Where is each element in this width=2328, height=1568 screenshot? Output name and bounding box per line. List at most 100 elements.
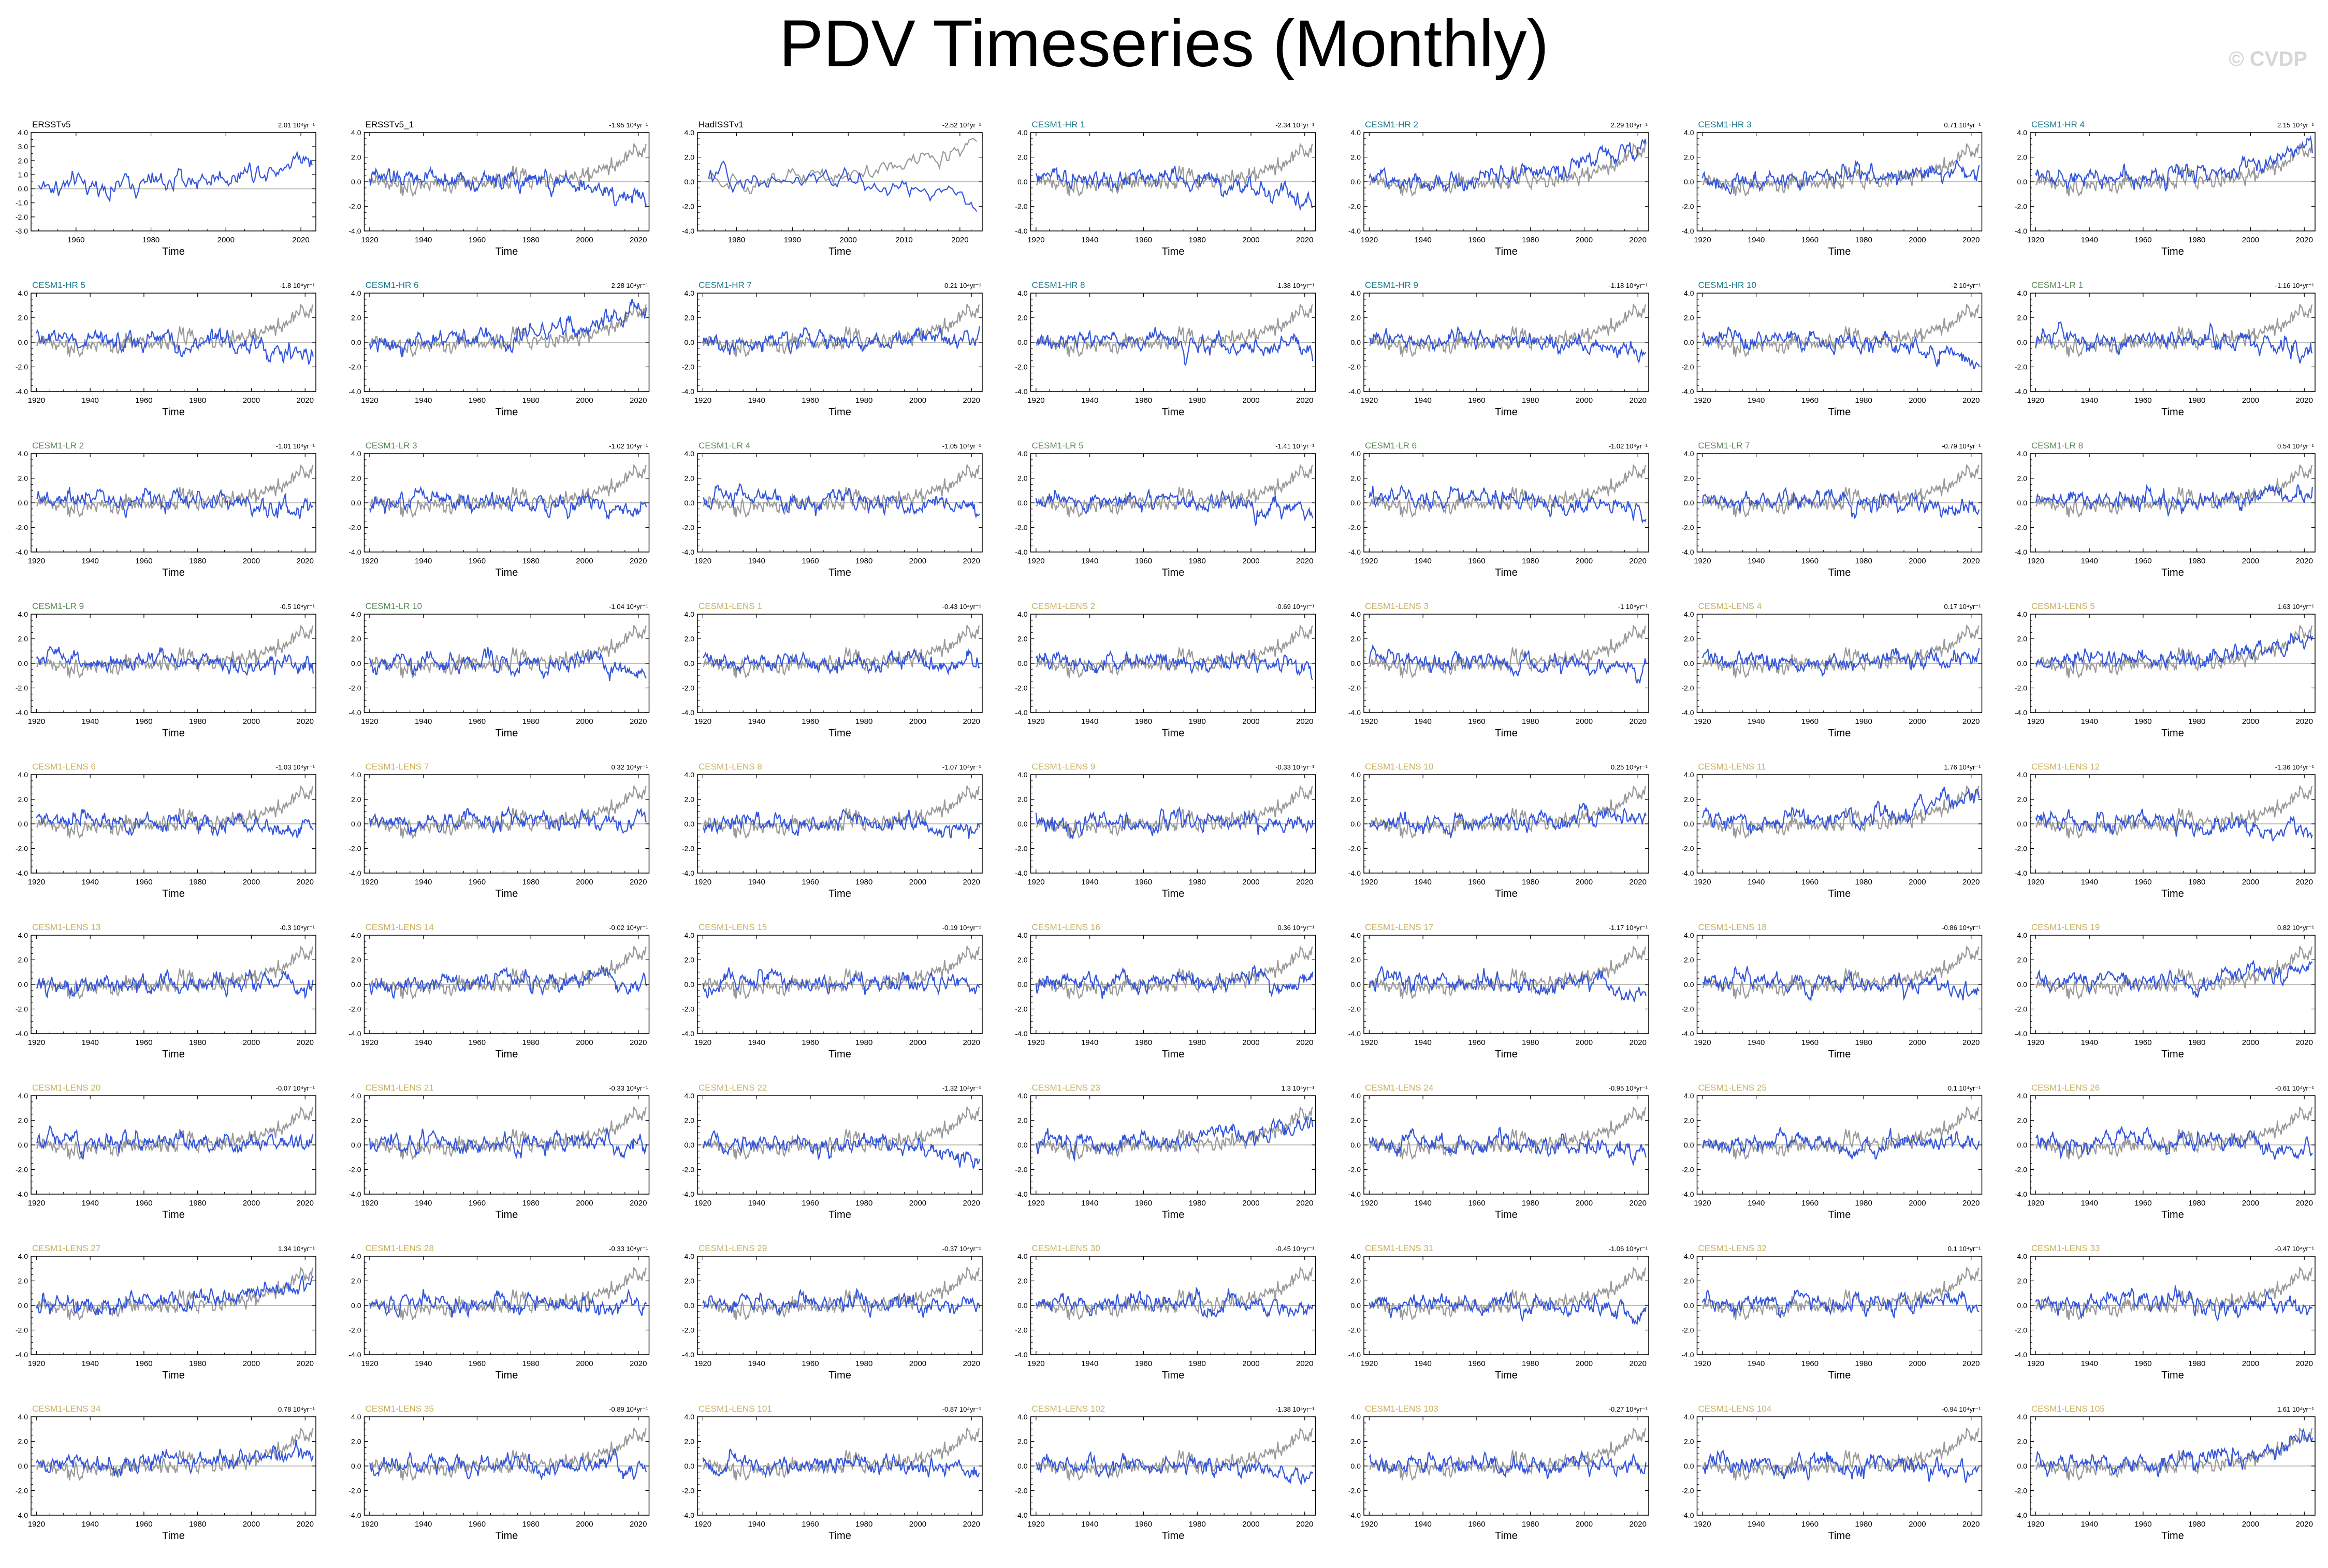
y-tick-label: -2.0 (1348, 524, 1361, 532)
trend-label: -0.27 10⁴yr⁻¹ (1609, 1405, 1648, 1413)
reference-series-line (2035, 303, 2313, 357)
panel-title: CESM1-LENS 35 (366, 1404, 434, 1414)
panel-title: CESM1-LENS 29 (699, 1243, 767, 1253)
x-tick-label: 1920 (1027, 396, 1044, 405)
x-tick-label: 1980 (855, 717, 872, 726)
x-axis-label: Time (2161, 1530, 2184, 1542)
y-tick-label: 2.0 (2017, 1438, 2028, 1446)
x-tick-label: 1940 (748, 878, 765, 887)
x-tick-label: 2020 (630, 1359, 647, 1368)
x-tick-label: 1920 (361, 1199, 378, 1208)
x-axis-label: Time (496, 406, 518, 418)
x-tick-label: 1980 (522, 1520, 540, 1529)
x-axis-label: Time (1828, 888, 1851, 899)
pdv-series-line (702, 1288, 980, 1318)
trend-label: 0.21 10⁴yr⁻¹ (944, 282, 982, 289)
x-tick-label: 2000 (1242, 1038, 1259, 1047)
x-tick-label: 2020 (2296, 878, 2313, 887)
x-tick-label: 1920 (2027, 717, 2044, 726)
x-axis-label: Time (1495, 1370, 1518, 1381)
y-tick-label: 4.0 (1684, 1413, 1694, 1421)
panel-cesm1-lens-8: CESM1-LENS 8 -1.07 10⁴yr⁻¹ 4.0 2.0 0.0 -2.0 -4… (682, 762, 983, 899)
x-tick-label: 1940 (1081, 236, 1098, 244)
x-tick-label: 1980 (1189, 1038, 1206, 1047)
y-tick-label: -2.0 (682, 1166, 694, 1174)
reference-series-line (1702, 785, 1980, 839)
x-tick-label: 1980 (1189, 1520, 1206, 1529)
y-tick-label: -4.0 (1681, 1029, 1694, 1038)
y-tick-label: -2.0 (682, 524, 694, 532)
reference-series-line (36, 785, 314, 839)
panel-cesm1-lens-29: CESM1-LENS 29 -0.37 10⁴yr⁻¹ 4.0 2.0 0.0 -2.0 -… (682, 1243, 983, 1381)
x-tick-label: 2000 (909, 1359, 926, 1368)
x-tick-label: 1920 (1361, 1520, 1378, 1529)
reference-series-line (1036, 1267, 1314, 1320)
pdv-series-line (1702, 1449, 1980, 1483)
y-tick-label: 4.0 (18, 931, 28, 939)
reference-series-line (1369, 303, 1647, 357)
x-tick-label: 1960 (1468, 717, 1485, 726)
panel-cesm1-lr-1: CESM1-LR 1 -1.16 10⁴yr⁻¹ 4.0 2.0 0.0 -2.0 -4.0… (2015, 280, 2316, 418)
panel-cesm1-lens-14: CESM1-LENS 14 -0.02 10⁴yr⁻¹ 4.0 2.0 0.0 -2.0 -… (348, 922, 650, 1060)
y-tick-label: 4.0 (1017, 610, 1028, 618)
panel-cesm1-lens-7: CESM1-LENS 7 0.32 10⁴yr⁻¹ 4.0 2.0 0.0 -2.0 -4.… (348, 762, 650, 899)
x-tick-label: 1920 (1694, 717, 1711, 726)
panel-cesm1-lens-101: CESM1-LENS 101 -0.87 10⁴yr⁻¹ 4.0 2.0 0.0 -2.0… (682, 1404, 983, 1542)
y-tick-label: 4.0 (2017, 771, 2028, 779)
panel-hadisstv1: HadISSTv1 -2.52 10⁴yr⁻¹ 4.0 2.0 0.0 -2.0 -4.0 1… (682, 120, 983, 257)
x-tick-label: 2020 (2296, 557, 2313, 565)
trend-label: -0.33 10⁴yr⁻¹ (609, 1245, 648, 1253)
y-tick-label: -4.0 (682, 1190, 694, 1198)
panel-title: CESM1-LENS 16 (1032, 922, 1100, 932)
trend-label: -1.06 10⁴yr⁻¹ (1609, 1245, 1648, 1253)
x-tick-label: 1940 (1081, 1359, 1098, 1368)
y-tick-label: 2.0 (685, 314, 695, 322)
x-tick-label: 1920 (1361, 1038, 1378, 1047)
y-tick-label: -4.0 (16, 548, 28, 556)
x-tick-label: 1980 (189, 396, 206, 405)
x-tick-label: 1920 (1027, 1520, 1044, 1529)
x-tick-label: 1980 (189, 1199, 206, 1208)
x-tick-label: 1940 (81, 1359, 98, 1368)
panel-title: CESM1-LENS 1 (699, 601, 762, 611)
x-axis-label: Time (2161, 728, 2184, 739)
x-tick-label: 1920 (361, 557, 378, 565)
x-tick-label: 1980 (1522, 1520, 1539, 1529)
y-tick-label: -2.0 (1681, 1487, 1694, 1495)
trend-label: -1.05 10⁴yr⁻¹ (942, 442, 982, 450)
x-tick-label: 1960 (469, 1199, 486, 1208)
x-tick-label: 1920 (1361, 557, 1378, 565)
trend-label: -1.95 10⁴yr⁻¹ (609, 121, 648, 129)
x-tick-label: 1960 (2134, 557, 2151, 565)
reference-series-line (1702, 464, 1980, 518)
x-tick-label: 1920 (1694, 396, 1711, 405)
reference-series-line (36, 1267, 314, 1320)
x-tick-label: 1980 (1855, 1038, 1872, 1047)
x-tick-label: 2000 (909, 717, 926, 726)
y-tick-label: 2.0 (1017, 795, 1028, 804)
y-tick-label: 0.0 (351, 338, 361, 346)
y-tick-label: 4.0 (1351, 610, 1361, 618)
reference-series-line (2035, 946, 2313, 999)
y-tick-label: 2.0 (1684, 635, 1694, 643)
y-tick-label: 4.0 (2017, 931, 2028, 939)
y-tick-label: 4.0 (2017, 1413, 2028, 1421)
x-tick-label: 2020 (963, 396, 980, 405)
pdv-series-line (702, 1130, 980, 1170)
y-tick-label: -2.0 (2015, 363, 2027, 371)
x-tick-label: 2000 (2242, 1199, 2259, 1208)
pdv-series-line (702, 483, 980, 519)
x-tick-label: 1960 (135, 878, 152, 887)
x-tick-label: 2000 (243, 1520, 260, 1529)
panel-cesm1-lens-21: CESM1-LENS 21 -0.33 10⁴yr⁻¹ 4.0 2.0 0.0 -2.0 -… (348, 1083, 650, 1221)
x-axis-label: Time (496, 567, 518, 578)
x-tick-label: 1940 (2080, 1199, 2098, 1208)
y-tick-label: -4.0 (1681, 548, 1694, 556)
y-tick-label: 0.0 (18, 1141, 28, 1149)
y-tick-label: -4.0 (682, 1351, 694, 1359)
x-tick-label: 1940 (1748, 1038, 1765, 1047)
x-axis-label: Time (828, 728, 851, 739)
x-tick-label: 1920 (694, 396, 711, 405)
x-tick-label: 1960 (135, 396, 152, 405)
x-tick-label: 1920 (28, 1038, 45, 1047)
